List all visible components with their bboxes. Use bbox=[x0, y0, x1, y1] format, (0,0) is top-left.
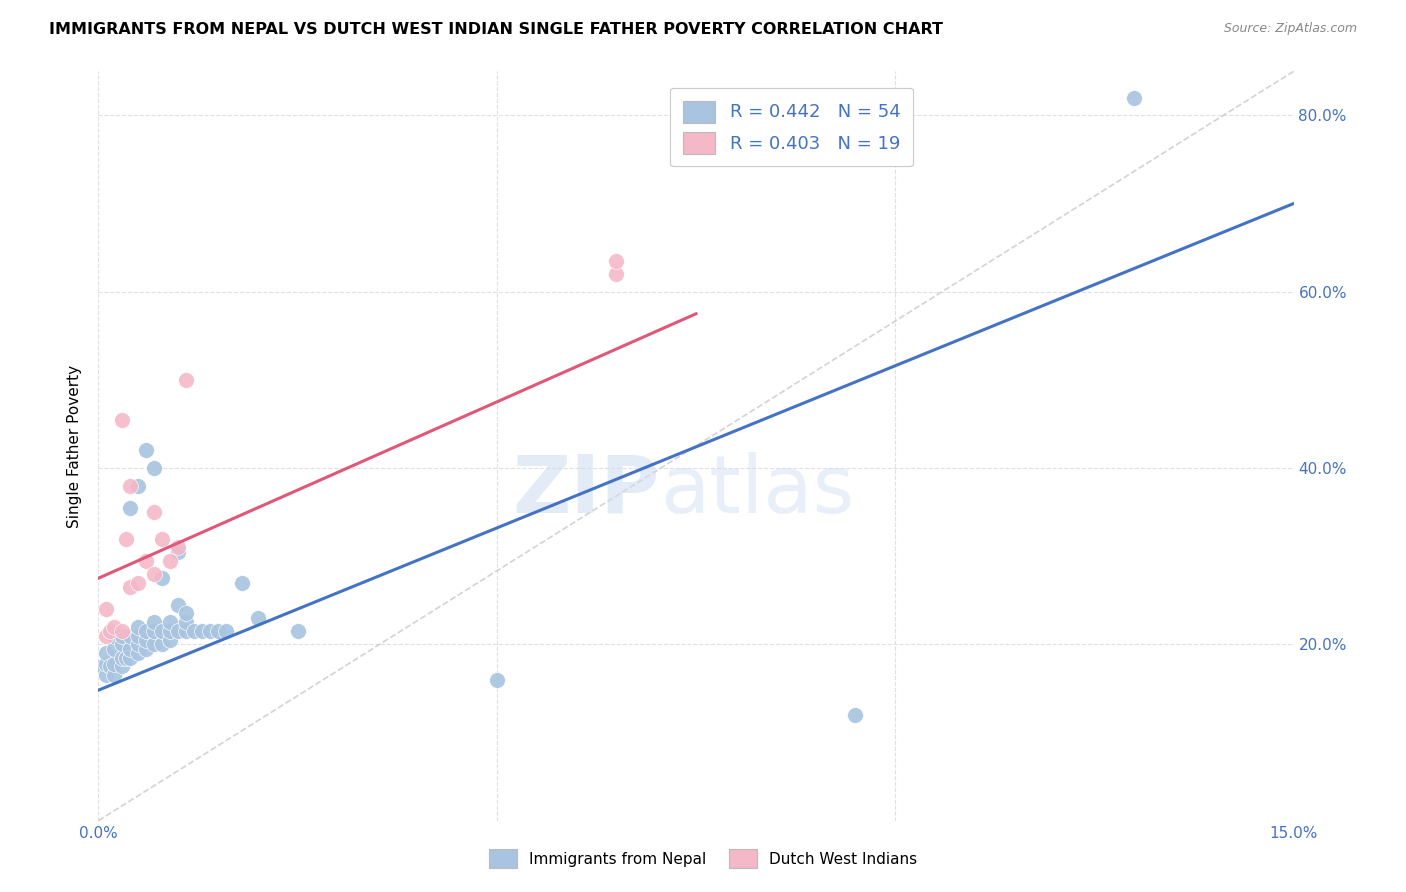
Legend: Immigrants from Nepal, Dutch West Indians: Immigrants from Nepal, Dutch West Indian… bbox=[481, 841, 925, 875]
Point bbox=[167, 541, 190, 555]
Point bbox=[135, 632, 157, 647]
Point bbox=[135, 641, 157, 656]
Point bbox=[135, 443, 157, 458]
Point bbox=[127, 620, 149, 634]
Point bbox=[115, 650, 138, 665]
Point bbox=[150, 624, 173, 639]
Point bbox=[96, 628, 118, 642]
Point bbox=[127, 646, 149, 660]
Point bbox=[111, 659, 134, 673]
Point bbox=[143, 505, 166, 519]
Point bbox=[143, 637, 166, 651]
Point bbox=[143, 615, 166, 630]
Point bbox=[111, 650, 134, 665]
Point bbox=[844, 707, 866, 722]
Point bbox=[485, 673, 508, 687]
Point bbox=[111, 637, 134, 651]
Point bbox=[191, 624, 214, 639]
Point bbox=[167, 545, 190, 559]
Point bbox=[103, 668, 125, 682]
Point bbox=[159, 615, 181, 630]
Point bbox=[98, 659, 122, 673]
Point bbox=[91, 659, 114, 673]
Point bbox=[174, 373, 197, 387]
Point bbox=[287, 624, 309, 639]
Point bbox=[98, 624, 122, 639]
Point bbox=[96, 602, 118, 616]
Point bbox=[150, 532, 173, 546]
Point bbox=[167, 598, 190, 612]
Point bbox=[159, 632, 181, 647]
Point bbox=[103, 628, 125, 642]
Point bbox=[135, 553, 157, 567]
Point bbox=[215, 624, 238, 639]
Point bbox=[103, 620, 125, 634]
Text: Source: ZipAtlas.com: Source: ZipAtlas.com bbox=[1223, 22, 1357, 36]
Point bbox=[127, 637, 149, 651]
Point bbox=[96, 646, 118, 660]
Point bbox=[103, 657, 125, 671]
Point bbox=[111, 628, 134, 642]
Point bbox=[135, 624, 157, 639]
Point bbox=[111, 412, 134, 426]
Point bbox=[127, 478, 149, 492]
Point bbox=[120, 641, 142, 656]
Point bbox=[1123, 91, 1146, 105]
Legend: R = 0.442   N = 54, R = 0.403   N = 19: R = 0.442 N = 54, R = 0.403 N = 19 bbox=[671, 88, 912, 166]
Point bbox=[96, 657, 118, 671]
Point bbox=[231, 575, 253, 590]
Point bbox=[143, 566, 166, 581]
Point bbox=[96, 668, 118, 682]
Point bbox=[120, 478, 142, 492]
Point bbox=[150, 637, 173, 651]
Point bbox=[120, 500, 142, 515]
Point bbox=[103, 641, 125, 656]
Text: IMMIGRANTS FROM NEPAL VS DUTCH WEST INDIAN SINGLE FATHER POVERTY CORRELATION CHA: IMMIGRANTS FROM NEPAL VS DUTCH WEST INDI… bbox=[49, 22, 943, 37]
Point bbox=[120, 580, 142, 594]
Point bbox=[150, 571, 173, 585]
Point bbox=[159, 624, 181, 639]
Point bbox=[127, 628, 149, 642]
Point bbox=[174, 624, 197, 639]
Text: atlas: atlas bbox=[661, 452, 855, 530]
Point bbox=[207, 624, 229, 639]
Point bbox=[143, 624, 166, 639]
Point bbox=[183, 624, 205, 639]
Point bbox=[174, 607, 197, 621]
Point bbox=[198, 624, 221, 639]
Point bbox=[115, 532, 138, 546]
Point bbox=[111, 624, 134, 639]
Point bbox=[143, 461, 166, 475]
Text: ZIP: ZIP bbox=[513, 452, 661, 530]
Point bbox=[174, 615, 197, 630]
Y-axis label: Single Father Poverty: Single Father Poverty bbox=[67, 365, 83, 527]
Point bbox=[120, 650, 142, 665]
Point bbox=[120, 628, 142, 642]
Point bbox=[605, 253, 627, 268]
Point bbox=[605, 267, 627, 281]
Point bbox=[167, 624, 190, 639]
Point bbox=[159, 553, 181, 567]
Point bbox=[246, 611, 269, 625]
Point bbox=[127, 575, 149, 590]
